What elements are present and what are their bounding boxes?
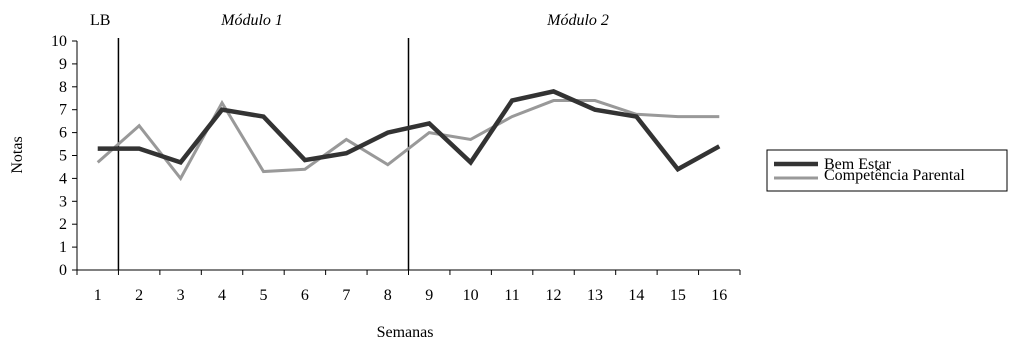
legend-frame [766, 149, 1008, 192]
phase-label-module-2: Módulo 2 [546, 12, 609, 29]
phase-label-module-1: Módulo 1 [220, 12, 283, 29]
y-tick-label: 3 [59, 193, 67, 210]
y-tick-label: 0 [59, 262, 67, 279]
legend: Bem Estar Competência Parental [766, 149, 1008, 192]
y-tick-label: 8 [59, 79, 67, 96]
x-tick-label: 13 [587, 287, 603, 304]
y-tick-label: 6 [59, 125, 67, 142]
y-axis-title: Notas [9, 136, 26, 173]
series-line-bem-estar [97, 89, 721, 173]
series-layer [96, 89, 721, 182]
x-tick-label: 10 [463, 287, 479, 304]
x-axis-title: Semanas [377, 324, 434, 341]
x-tick-label: 4 [218, 287, 226, 304]
x-tick-label: 16 [711, 287, 727, 304]
x-tick-label: 12 [546, 287, 562, 304]
y-tick-label: 5 [59, 148, 67, 165]
x-tick-label: 5 [259, 287, 267, 304]
phase-label-baseline: LB [90, 12, 110, 29]
x-tick-label: 11 [504, 287, 519, 304]
x-tick-label: 3 [177, 287, 185, 304]
y-tick-label: 1 [59, 239, 67, 256]
x-tick-label: 2 [135, 287, 143, 304]
y-tick-label: 4 [59, 170, 67, 187]
y-tick-label: 9 [59, 56, 67, 73]
x-tick-label: 9 [425, 287, 433, 304]
y-tick-label: 7 [59, 102, 67, 119]
legend-label-competencia-parental: Competência Parental [824, 167, 965, 184]
phase-change-lines [117, 38, 410, 270]
y-tick-label: 2 [59, 216, 67, 233]
x-tick-label: 6 [301, 287, 309, 304]
y-tick-label: 10 [51, 33, 67, 50]
series-line-competencia-parental [96, 99, 720, 182]
x-tick-label: 7 [342, 287, 350, 304]
x-tick-label: 15 [670, 287, 686, 304]
legend-label-bem-estar: Bem Estar [824, 156, 892, 173]
x-tick-label: 8 [384, 287, 392, 304]
x-tick-label: 14 [628, 287, 644, 304]
x-tick-label: 1 [94, 287, 102, 304]
